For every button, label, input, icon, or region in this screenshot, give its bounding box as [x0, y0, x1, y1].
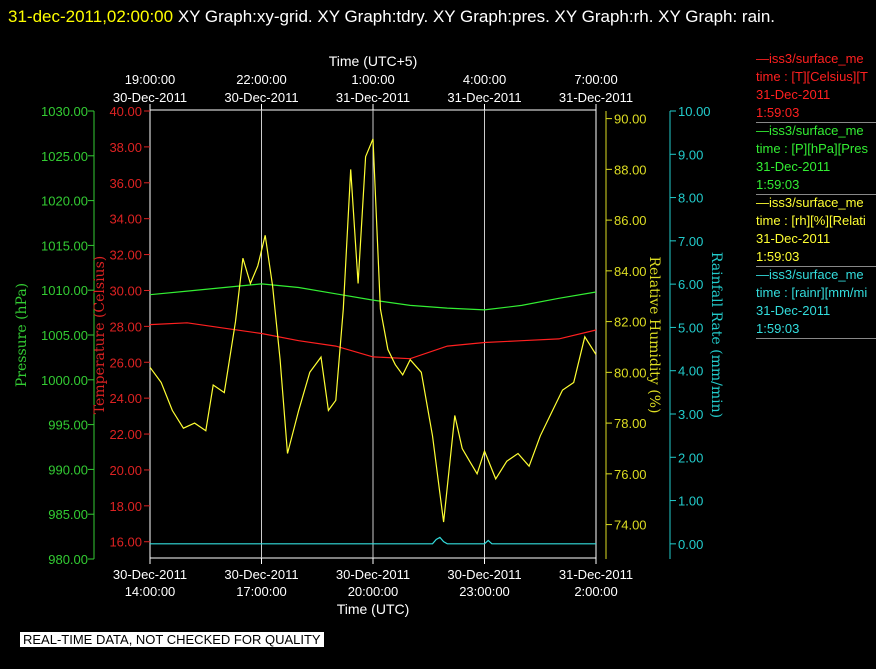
legend-date: 31-Dec-2011 [756, 231, 831, 246]
temperature-tick-label: 36.00 [109, 176, 142, 191]
rainfall-tick-label: 4.00 [678, 364, 703, 379]
legend-time: 1:59:03 [756, 177, 800, 192]
rainfall-tick-label: 2.00 [678, 450, 703, 465]
rainfall-tick-label: 5.00 [678, 320, 703, 335]
x-top-tick-time: 19:00:00 [125, 72, 176, 87]
legend-pressure: —iss3/surface_me time : [P][hPa][Pres 31… [756, 122, 876, 195]
x-top-tick-date: 31-Dec-2011 [447, 90, 521, 105]
temperature-tick-label: 38.00 [109, 140, 142, 155]
temperature-tick-label: 34.00 [109, 212, 142, 227]
x-bottom-tick-date: 31-Dec-2011 [559, 567, 633, 582]
x-bottom-tick-date: 30-Dec-2011 [447, 567, 521, 582]
rainfall-tick-label: 0.00 [678, 537, 703, 552]
x-top-tick-time: 1:00:00 [351, 72, 394, 87]
legend-line: —iss3/surface_me [756, 267, 864, 282]
legend-date: 31-Dec-2011 [756, 87, 831, 102]
x-top-tick-date: 30-Dec-2011 [113, 90, 187, 105]
pressure-tick-label: 1025.00 [41, 149, 88, 164]
x-bottom-tick-time: 17:00:00 [236, 584, 287, 599]
x-bottom-tick-time: 2:00:00 [574, 584, 617, 599]
legend-field: time : [rainr][mm/mi [756, 285, 868, 300]
legend-field: time : [T][Celsius][T [756, 69, 868, 84]
title-graph-list: XY Graph:xy-grid. XY Graph:tdry. XY Grap… [173, 7, 776, 26]
temperature-tick-label: 32.00 [109, 248, 142, 263]
x-bottom-tick-time: 14:00:00 [125, 584, 176, 599]
temperature-tick-label: 30.00 [109, 283, 142, 298]
legend-temperature: —iss3/surface_me time : [T][Celsius][T 3… [756, 50, 876, 123]
humidity-tick-label: 84.00 [614, 264, 647, 279]
rainfall-tick-label: 1.00 [678, 494, 703, 509]
pressure-tick-label: 995.00 [48, 418, 88, 433]
legend-time: 1:59:03 [756, 321, 800, 336]
temperature-series-line [149, 322, 597, 360]
legend-field: time : [rh][%][Relati [756, 213, 866, 228]
temperature-tick-label: 28.00 [109, 319, 142, 334]
pressure-series-line [149, 283, 597, 311]
pressure-tick-label: 985.00 [48, 507, 88, 522]
page-title: 31-dec-2011,02:00:00 XY Graph:xy-grid. X… [8, 2, 868, 32]
x-top-tick-date: 31-Dec-2011 [559, 90, 633, 105]
humidity-tick-label: 88.00 [614, 162, 647, 177]
x-top-tick-time: 7:00:00 [574, 72, 617, 87]
quality-notice: REAL-TIME DATA, NOT CHECKED FOR QUALITY [20, 632, 324, 647]
pressure-tick-label: 1005.00 [41, 328, 88, 343]
temperature-tick-label: 22.00 [109, 427, 142, 442]
rainfall-tick-label: 9.00 [678, 147, 703, 162]
legend-date: 31-Dec-2011 [756, 159, 831, 174]
rainfall-tick-label: 7.00 [678, 234, 703, 249]
x-bottom-tick-time: 20:00:00 [348, 584, 399, 599]
legend-time: 1:59:03 [756, 105, 800, 120]
rainfall-axis-title: Rainfall Rate (mm/min) [708, 252, 724, 418]
temperature-tick-label: 24.00 [109, 391, 142, 406]
humidity-tick-label: 76.00 [614, 467, 647, 482]
x-bottom-tick-date: 30-Dec-2011 [336, 567, 410, 582]
pressure-tick-label: 1010.00 [41, 283, 88, 298]
temperature-tick-label: 26.00 [109, 355, 142, 370]
humidity-tick-label: 82.00 [614, 315, 647, 330]
humidity-series-line [149, 138, 597, 523]
pressure-tick-label: 1000.00 [41, 373, 88, 388]
x-bottom-axis-label: Time (UTC) [337, 601, 410, 617]
pressure-tick-label: 1015.00 [41, 238, 88, 253]
pressure-tick-label: 1030.00 [41, 104, 88, 119]
x-bottom-tick-date: 30-Dec-2011 [113, 567, 187, 582]
humidity-axis-title: Relative Humidity (%) [646, 256, 662, 413]
rainfall-series-line [150, 536, 596, 545]
legend-rainfall: —iss3/surface_me time : [rainr][mm/mi 31… [756, 266, 876, 339]
humidity-tick-label: 86.00 [614, 213, 647, 228]
pressure-axis-title: Pressure (hPa) [14, 283, 30, 387]
rainfall-tick-label: 8.00 [678, 191, 703, 206]
x-top-axis-label: Time (UTC+5) [329, 53, 418, 69]
humidity-tick-label: 90.00 [614, 112, 647, 127]
legend-date: 31-Dec-2011 [756, 303, 831, 318]
humidity-tick-label: 78.00 [614, 416, 647, 431]
rainfall-tick-label: 10.00 [678, 104, 711, 119]
temperature-tick-label: 40.00 [109, 104, 142, 119]
x-bottom-tick-time: 23:00:00 [459, 584, 510, 599]
x-top-tick-date: 30-Dec-2011 [224, 90, 298, 105]
rainfall-tick-label: 3.00 [678, 407, 703, 422]
legend-field: time : [P][hPa][Pres [756, 141, 868, 156]
temperature-tick-label: 18.00 [109, 499, 142, 514]
legend-time: 1:59:03 [756, 249, 800, 264]
x-bottom-tick-date: 30-Dec-2011 [224, 567, 298, 582]
x-top-tick-time: 4:00:00 [463, 72, 506, 87]
humidity-tick-label: 74.00 [614, 518, 647, 533]
pressure-tick-label: 990.00 [48, 462, 88, 477]
pressure-tick-label: 980.00 [48, 552, 88, 567]
x-top-tick-time: 22:00:00 [236, 72, 287, 87]
x-top-tick-date: 31-Dec-2011 [336, 90, 410, 105]
rainfall-tick-label: 6.00 [678, 277, 703, 292]
temperature-tick-label: 20.00 [109, 463, 142, 478]
legend-humidity: —iss3/surface_me time : [rh][%][Relati 3… [756, 194, 876, 267]
pressure-tick-label: 1020.00 [41, 194, 88, 209]
temperature-tick-label: 16.00 [109, 535, 142, 550]
temperature-axis-title: Temperature (Celsius) [92, 256, 108, 414]
legend-line: —iss3/surface_me [756, 123, 864, 138]
legend-line: —iss3/surface_me [756, 51, 864, 66]
legend-line: —iss3/surface_me [756, 195, 864, 210]
humidity-tick-label: 80.00 [614, 365, 647, 380]
title-date: 31-dec-2011,02:00:00 [8, 7, 174, 26]
